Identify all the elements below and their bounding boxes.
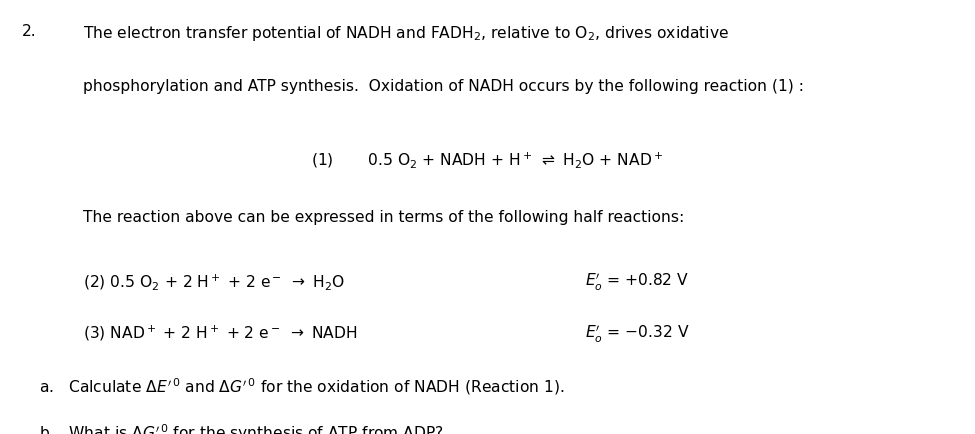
Text: $E_o'$ = −0.32 V: $E_o'$ = −0.32 V — [585, 323, 689, 345]
Text: a.   Calculate $\Delta E'^{\,0}$ and $\Delta G'^{\,0}$ for the oxidation of NADH: a. Calculate $\Delta E'^{\,0}$ and $\Del… — [39, 375, 565, 396]
Text: phosphorylation and ATP synthesis.  Oxidation of NADH occurs by the following re: phosphorylation and ATP synthesis. Oxida… — [83, 79, 803, 94]
Text: $E_o'$ = +0.82 V: $E_o'$ = +0.82 V — [585, 271, 689, 293]
Text: (1)       0.5 O$_2$ + NADH + H$^+$ $\rightleftharpoons$ H$_2$O + NAD$^+$: (1) 0.5 O$_2$ + NADH + H$^+$ $\rightleft… — [311, 150, 664, 169]
Text: The electron transfer potential of NADH and FADH$_2$, relative to O$_2$, drives : The electron transfer potential of NADH … — [83, 24, 729, 43]
Text: b.   What is $\Delta G'^{\,0}$ for the synthesis of ATP from ADP?: b. What is $\Delta G'^{\,0}$ for the syn… — [39, 421, 444, 434]
Text: (2) 0.5 O$_2$ + 2 H$^+$ + 2 e$^-$ $\rightarrow$ H$_2$O: (2) 0.5 O$_2$ + 2 H$^+$ + 2 e$^-$ $\righ… — [83, 271, 345, 291]
Text: 2.: 2. — [21, 24, 36, 39]
Text: The reaction above can be expressed in terms of the following half reactions:: The reaction above can be expressed in t… — [83, 209, 684, 224]
Text: (3) NAD$^+$ + 2 H$^+$ + 2 e$^-$ $\rightarrow$ NADH: (3) NAD$^+$ + 2 H$^+$ + 2 e$^-$ $\righta… — [83, 323, 357, 342]
